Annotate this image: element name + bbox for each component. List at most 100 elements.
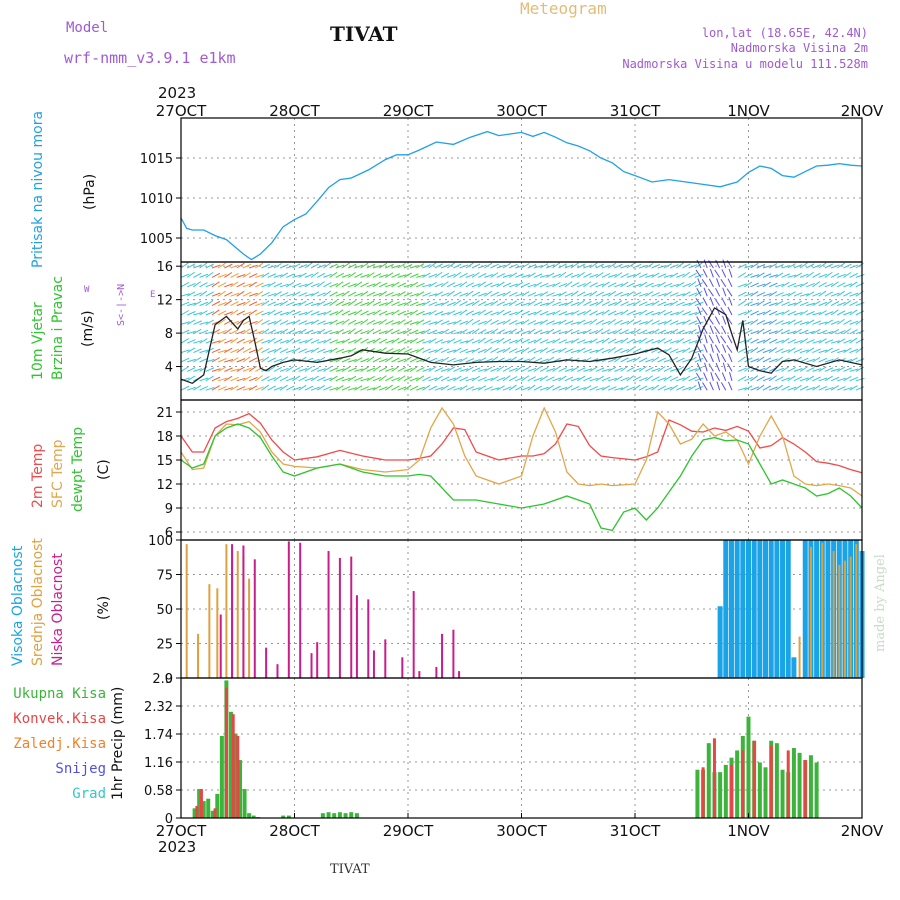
- wind-barb: [465, 282, 475, 288]
- wind-barb: [496, 301, 506, 307]
- wind-barb: [583, 385, 592, 391]
- wind-barb: [762, 309, 771, 316]
- wind-barb: [601, 348, 611, 354]
- cloud-bar: [751, 540, 757, 678]
- wind-barb: [570, 329, 580, 335]
- wind-barb: [434, 319, 443, 325]
- wind-barb: [434, 386, 444, 391]
- wind-barb: [620, 301, 629, 307]
- wind-barb: [676, 310, 685, 316]
- wind-barb: [310, 347, 319, 354]
- wind-barb: [385, 272, 394, 278]
- wind-barb: [347, 272, 356, 278]
- wind-barb: [515, 320, 524, 325]
- wind-barb: [397, 375, 406, 382]
- precip-bar: [224, 687, 228, 818]
- wind-barb: [242, 339, 252, 344]
- wind-barb: [391, 320, 401, 325]
- wind-barb: [607, 290, 616, 297]
- wind-barb: [855, 273, 865, 278]
- wind-barb: [799, 273, 809, 278]
- wind-barb: [812, 300, 821, 307]
- wind-barb: [316, 272, 326, 278]
- wind-barb: [682, 263, 691, 269]
- cloud-bar: [287, 541, 290, 678]
- wind-barb: [726, 288, 733, 297]
- wind-barb: [230, 292, 240, 297]
- wind-barb: [310, 339, 320, 344]
- wind-barb: [459, 309, 468, 316]
- wind-barb: [515, 357, 524, 363]
- wind-barb: [787, 338, 797, 344]
- wind-barb: [669, 339, 679, 344]
- wind-barb: [434, 367, 444, 372]
- wind-barb: [397, 338, 406, 344]
- wind-barb: [728, 353, 733, 363]
- wind-barb: [446, 290, 455, 297]
- wind-barb: [558, 291, 567, 297]
- wind-barb: [459, 368, 469, 372]
- wind-barb: [347, 319, 357, 325]
- cloud-bar: [859, 551, 865, 678]
- wind-barb: [360, 330, 370, 335]
- wind-barb: [589, 366, 598, 372]
- cloud-bar: [842, 540, 848, 678]
- wind-barb: [688, 272, 697, 278]
- wind-barb: [539, 386, 549, 391]
- wind-barb: [416, 274, 426, 278]
- wind-barb: [484, 282, 493, 288]
- wind-barb: [267, 329, 276, 335]
- wind-barb: [279, 328, 288, 335]
- wind-barb: [738, 283, 747, 288]
- legend-frozen-rain: Zaledj.Kisa: [13, 736, 106, 752]
- wind-barb: [323, 273, 332, 278]
- wind-barb: [230, 309, 239, 316]
- wind-barb: [459, 300, 468, 307]
- wind-barb: [478, 264, 487, 269]
- wind-barb: [391, 301, 400, 307]
- wind-barb: [545, 356, 555, 363]
- cloud-bar: [452, 629, 455, 678]
- wind-barb: [515, 337, 524, 344]
- wind-barb: [564, 281, 573, 288]
- wind-barb: [577, 339, 586, 344]
- wind-barb: [830, 328, 840, 335]
- wind-barb: [657, 338, 666, 344]
- wind-barb: [193, 272, 202, 278]
- wind-barb: [527, 283, 537, 288]
- wind-barb: [217, 290, 226, 297]
- wind-barb: [459, 348, 469, 354]
- y-tick-label: 8: [165, 327, 173, 342]
- wind-barb: [744, 385, 753, 391]
- wind-barb: [248, 264, 258, 269]
- wind-barb: [434, 271, 443, 278]
- wind-barb: [428, 262, 437, 269]
- wind-barb: [502, 310, 512, 316]
- precip-bar: [786, 772, 791, 818]
- wind-barb: [688, 348, 698, 354]
- wind-barb: [669, 320, 679, 325]
- wind-barb: [589, 301, 599, 307]
- wind-barb: [335, 357, 344, 363]
- wind-barb: [521, 375, 530, 382]
- precip-bar: [808, 755, 813, 818]
- wind-barb: [180, 281, 190, 288]
- wind-barb: [230, 301, 239, 307]
- wind-barb: [638, 292, 648, 297]
- wind-barb: [329, 283, 339, 288]
- wind-barb: [422, 348, 431, 354]
- wind-barb: [837, 329, 846, 335]
- wind-barb: [589, 282, 598, 288]
- wind-barb: [762, 273, 772, 278]
- cloud-bar: [848, 540, 854, 678]
- wind-barb: [255, 302, 264, 307]
- wind-barb: [663, 319, 672, 325]
- wind-barb: [824, 330, 834, 335]
- wind-barb: [657, 349, 667, 354]
- wind-barb: [708, 278, 714, 288]
- wind-barb: [496, 329, 505, 335]
- cloud-bar: [768, 540, 774, 678]
- wind-barb: [768, 302, 778, 307]
- wind-barb: [416, 330, 425, 335]
- wind-barb: [663, 375, 672, 382]
